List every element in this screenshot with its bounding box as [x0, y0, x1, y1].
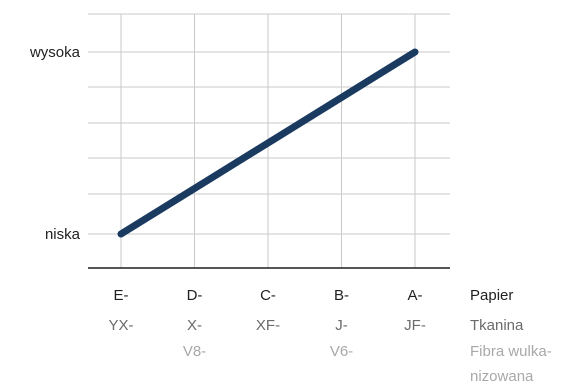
data-point [267, 142, 269, 144]
x-tick-label: B- [334, 287, 349, 304]
y-label-low: niska [45, 226, 81, 243]
data-point [193, 187, 196, 190]
legend-label: Fibra wulka- [470, 343, 552, 360]
legend-label: Tkanina [470, 317, 524, 334]
x-tick-label: JF- [404, 317, 426, 334]
x-tick-label: XF- [256, 317, 280, 334]
x-tick-label: YX- [108, 317, 133, 334]
x-tick-label: C- [260, 287, 276, 304]
x-tick-label: E- [114, 287, 129, 304]
x-tick-label: X- [187, 317, 202, 334]
x-tick-label: D- [187, 287, 203, 304]
x-tick-label: V8- [183, 343, 206, 360]
y-label-high: wysoka [29, 44, 81, 61]
data-point [340, 96, 343, 99]
legend-label: nizowana [470, 368, 534, 385]
x-tick-label: V6- [330, 343, 353, 360]
data-point [414, 51, 416, 53]
x-tick-label: A- [408, 287, 423, 304]
legend-label: Papier [470, 287, 513, 304]
data-point [120, 233, 122, 235]
x-tick-label: J- [335, 317, 348, 334]
